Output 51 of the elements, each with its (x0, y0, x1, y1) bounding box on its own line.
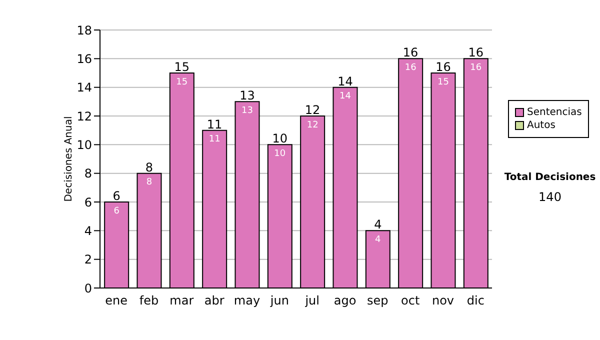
x-tick-label: ene (105, 294, 128, 308)
y-tick-label: 18 (76, 23, 92, 38)
y-tick-label: 12 (76, 109, 92, 124)
data-label: 16 (470, 63, 482, 74)
x-tick-label: dic (466, 294, 484, 308)
data-label: 15 (176, 77, 188, 88)
x-tick-label: jul (304, 294, 320, 308)
total-label: 4 (374, 218, 382, 232)
data-label: 10 (274, 149, 286, 160)
total-label: 14 (338, 74, 353, 88)
total-label: 8 (145, 160, 154, 174)
y-tick-label: 8 (84, 166, 92, 181)
x-tick-label: abr (204, 294, 224, 308)
legend-label: Sentencias (527, 106, 582, 119)
total-label: 6 (112, 189, 120, 203)
data-label: 14 (340, 92, 352, 102)
total-label: 13 (240, 88, 255, 103)
y-tick-label: 6 (84, 195, 92, 210)
y-axis-title: Decisiones Anual (64, 116, 75, 202)
x-tick-label: feb (139, 294, 159, 308)
data-label: 16 (404, 63, 417, 74)
total-label: 12 (304, 103, 320, 117)
data-label: 15 (438, 77, 449, 88)
text: 140 (538, 190, 562, 204)
total-label: 11 (206, 117, 222, 132)
x-tick-label: sep (367, 294, 388, 308)
total-label: 10 (272, 132, 288, 146)
x-tick-label: nov (432, 294, 454, 308)
total-label: 16 (468, 46, 484, 60)
y-tick-label: 10 (76, 138, 92, 152)
total-label: 16 (436, 60, 451, 74)
x-tick-label: oct (401, 294, 420, 308)
data-label: 13 (242, 106, 253, 116)
total-label: 15 (174, 60, 190, 74)
y-tick-label: 0 (84, 281, 92, 296)
data-label: 8 (146, 178, 152, 188)
total-label: 16 (402, 46, 418, 60)
y-tick-label: 14 (76, 80, 92, 95)
x-tick-label: jun (269, 294, 289, 308)
data-label: 12 (306, 120, 318, 130)
data-label: 4 (375, 235, 382, 246)
x-tick-label: ago (334, 294, 356, 308)
y-tick-label: 4 (84, 224, 92, 238)
text: Total Decisiones (503, 172, 597, 183)
x-tick-label: mar (170, 294, 194, 308)
legend-label: Autos (527, 119, 556, 132)
data-label: 11 (208, 134, 220, 145)
x-tick-label: may (234, 294, 260, 308)
y-tick-label: 16 (76, 52, 92, 66)
data-label: 6 (114, 206, 120, 216)
y-tick-label: 2 (84, 252, 92, 267)
